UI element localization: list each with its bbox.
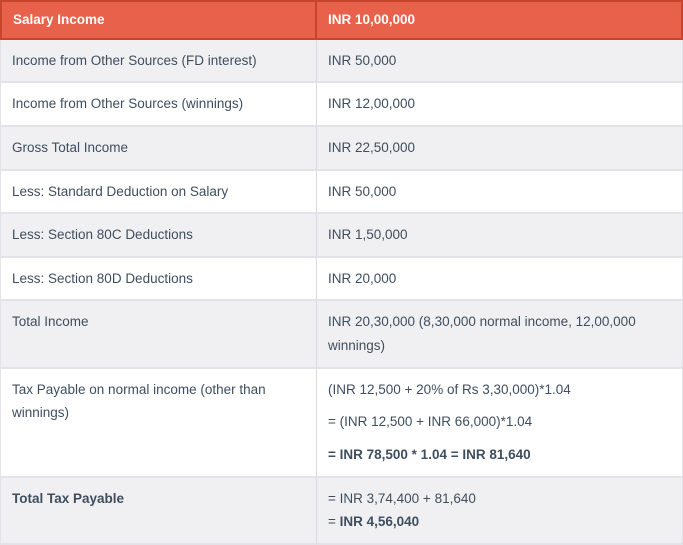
table-row: Tax Payable on normal income (other than… xyxy=(0,368,683,478)
value-line: = INR 4,56,040 xyxy=(328,510,670,534)
table-body: Income from Other Sources (FD interest) … xyxy=(0,39,683,545)
row-label: Less: Section 80D Deductions xyxy=(0,257,317,302)
row-value: INR 12,00,000 xyxy=(317,83,683,127)
value-segment: = xyxy=(328,514,340,530)
value-segment: = INR 3,74,400 + 81,640 xyxy=(328,490,476,506)
table-row: Total Tax Payable = INR 3,74,400 + 81,64… xyxy=(0,477,683,545)
value-segment: INR 12,00,000 xyxy=(328,96,416,112)
row-label: Total Tax Payable xyxy=(0,477,317,545)
value-line: INR 50,000 xyxy=(328,180,670,204)
value-segment: INR 20,30,000 (8,30,000 normal income, 1… xyxy=(328,314,636,353)
value-segment: INR 1,50,000 xyxy=(328,227,408,243)
table-row: Less: Standard Deduction on Salary INR 5… xyxy=(0,170,683,215)
value-segment: INR 22,50,000 xyxy=(328,139,416,155)
value-segment: INR 4,56,040 xyxy=(339,514,420,530)
row-value: INR 1,50,000 xyxy=(317,214,683,258)
value-line: INR 1,50,000 xyxy=(328,223,670,247)
row-label: Tax Payable on normal income (other than… xyxy=(0,368,317,478)
value-line: INR 20,30,000 (8,30,000 normal income, 1… xyxy=(328,310,670,357)
row-value: INR 50,000 xyxy=(317,170,683,215)
value-segment: INR 50,000 xyxy=(328,52,397,68)
value-line: = (INR 12,500 + INR 66,000)*1.04 xyxy=(328,410,670,434)
row-label: Income from Other Sources (winnings) xyxy=(0,83,317,127)
table-row: Less: Section 80D Deductions INR 20,000 xyxy=(0,257,683,302)
table-row: Income from Other Sources (FD interest) … xyxy=(0,39,683,84)
value-segment: = INR 78,500 * 1.04 = INR 81,640 xyxy=(328,446,531,462)
table-row: Less: Section 80C Deductions INR 1,50,00… xyxy=(0,214,683,258)
row-label: Less: Standard Deduction on Salary xyxy=(0,170,317,215)
value-segment: = (INR 12,500 + INR 66,000)*1.04 xyxy=(328,414,533,430)
row-label: Gross Total Income xyxy=(0,126,317,171)
row-value: INR 22,50,000 xyxy=(317,126,683,171)
value-line: INR 12,00,000 xyxy=(328,92,670,116)
value-segment: INR 20,000 xyxy=(328,270,397,286)
table-row: Income from Other Sources (winnings) INR… xyxy=(0,83,683,127)
table-row: Gross Total Income INR 22,50,000 xyxy=(0,126,683,171)
value-line: INR 20,000 xyxy=(328,267,670,291)
value-line: = INR 3,74,400 + 81,640 xyxy=(328,487,670,511)
value-line: INR 50,000 xyxy=(328,49,670,73)
header-label-cell: Salary Income xyxy=(0,0,317,40)
row-value: INR 50,000 xyxy=(317,39,683,84)
header-value-cell: INR 10,00,000 xyxy=(317,0,683,40)
value-line: (INR 12,500 + 20% of Rs 3,30,000)*1.04 xyxy=(328,378,670,402)
value-line: INR 22,50,000 xyxy=(328,136,670,160)
row-label: Income from Other Sources (FD interest) xyxy=(0,39,317,84)
row-value: INR 20,000 xyxy=(317,257,683,302)
value-segment: INR 50,000 xyxy=(328,183,397,199)
table-row: Total Income INR 20,30,000 (8,30,000 nor… xyxy=(0,301,683,369)
row-value: = INR 3,74,400 + 81,640 = INR 4,56,040 xyxy=(317,477,683,545)
row-label: Less: Section 80C Deductions xyxy=(0,214,317,258)
value-segment: (INR 12,500 + 20% of Rs 3,30,000)*1.04 xyxy=(328,381,571,397)
table-header-row: Salary Income INR 10,00,000 xyxy=(0,0,683,40)
row-value: INR 20,30,000 (8,30,000 normal income, 1… xyxy=(317,301,683,369)
row-label: Total Income xyxy=(0,301,317,369)
value-line: = INR 78,500 * 1.04 = INR 81,640 xyxy=(328,443,670,467)
row-value: (INR 12,500 + 20% of Rs 3,30,000)*1.04 = … xyxy=(317,368,683,478)
